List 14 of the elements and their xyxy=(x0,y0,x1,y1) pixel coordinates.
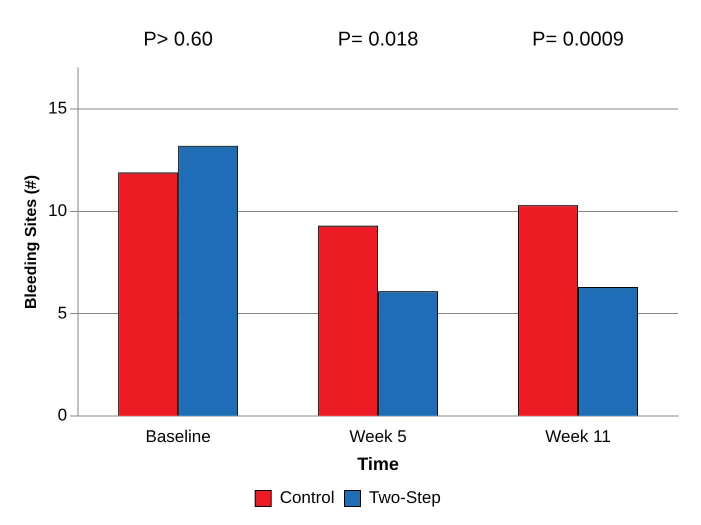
y-tick-label: 0 xyxy=(58,406,68,425)
y-tick-label: 15 xyxy=(48,98,68,118)
legend-label: Control xyxy=(280,488,335,508)
x-tick-label: Baseline xyxy=(145,426,211,446)
text: P= 0.0009 xyxy=(532,28,624,51)
x-tick-label: Week 5 xyxy=(349,426,407,446)
legend-label: Two-Step xyxy=(368,488,441,508)
y-axis-title: Bleeding Sites (#) xyxy=(23,174,40,310)
text: P= 0.018 xyxy=(338,28,418,51)
text: P> 0.60 xyxy=(143,28,213,51)
x-axis-title: Time xyxy=(357,454,399,474)
y-tick-label: 10 xyxy=(48,200,68,220)
x-tick-label: Week 11 xyxy=(545,426,611,446)
y-tick-label: 5 xyxy=(58,303,68,322)
